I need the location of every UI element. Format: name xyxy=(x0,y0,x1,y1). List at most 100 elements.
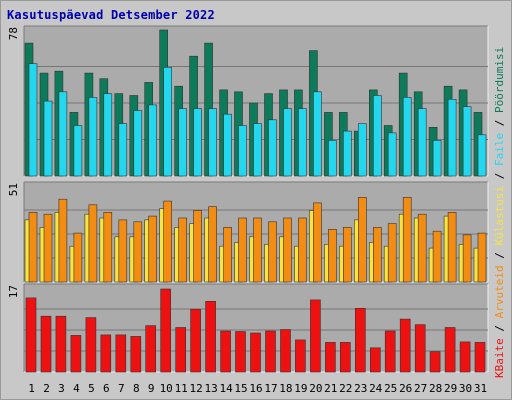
x-tick-label: 19 xyxy=(294,382,307,395)
bar-bottom-s0-day7 xyxy=(115,334,127,373)
bar-top-s1-day4 xyxy=(73,125,83,177)
bar-top-s1-day8 xyxy=(133,110,143,177)
x-tick-label: 12 xyxy=(189,382,202,395)
bar-top-s1-day14 xyxy=(223,113,232,177)
bar-bottom-s0-day31 xyxy=(474,342,486,373)
bar-bottom-s0-day16 xyxy=(250,332,261,373)
panel-middle: 51 xyxy=(7,181,489,283)
x-tick-label: 6 xyxy=(103,382,110,395)
bar-bottom-s0-day19 xyxy=(295,339,306,373)
bar-top-s1-day5 xyxy=(88,97,98,177)
bar-top-s1-day28 xyxy=(432,140,442,177)
bar-top-s1-day17 xyxy=(268,119,277,177)
bar-middle-s1-day1 xyxy=(28,212,38,283)
bar-top-s1-day31 xyxy=(477,134,487,177)
legend-entry: Faile xyxy=(493,133,506,166)
bar-bottom-s0-day2 xyxy=(40,315,52,373)
x-tick-label: 21 xyxy=(324,382,337,395)
bar-top-s1-day20 xyxy=(313,91,322,177)
bar-middle-s1-day27 xyxy=(417,213,427,283)
bar-bottom-s0-day26 xyxy=(399,318,411,373)
legend-separator: / xyxy=(493,318,506,338)
x-tick-label: 16 xyxy=(249,382,262,395)
bar-bottom-s0-day22 xyxy=(339,342,351,373)
x-tick-label: 7 xyxy=(118,382,125,395)
x-axis-labels: 1 2 3 4 5 6 7 8 9 10 11 12 13 14 15 16 17 18 19 20 21 22 23 24 2… xyxy=(28,382,487,395)
x-tick-label: 2 xyxy=(43,382,50,395)
x-tick-label: 18 xyxy=(279,382,292,395)
bar-top-s1-day12 xyxy=(193,108,202,177)
bar-top-s1-day24 xyxy=(372,95,382,177)
y-max-label: 78 xyxy=(7,27,20,40)
y-max-label: 17 xyxy=(7,285,20,298)
bar-bottom-s0-day20 xyxy=(310,299,321,373)
bar-middle-s1-day5 xyxy=(88,204,98,283)
bar-middle-s1-day16 xyxy=(253,217,262,283)
bar-top-s1-day16 xyxy=(253,123,262,177)
x-tick-label: 27 xyxy=(414,382,427,395)
bar-top-s1-day29 xyxy=(447,99,457,177)
bar-middle-s1-day3 xyxy=(58,198,68,283)
bar-bottom-s0-day9 xyxy=(145,325,156,373)
bar-bottom-s0-day3 xyxy=(55,315,67,373)
bar-middle-s1-day13 xyxy=(208,206,217,283)
bar-top-s1-day26 xyxy=(402,97,412,177)
panel-bottom: 17 xyxy=(7,283,489,373)
bar-top-s1-day7 xyxy=(118,123,128,177)
bar-bottom-s0-day15 xyxy=(235,331,246,373)
bar-top-s1-day18 xyxy=(283,108,292,177)
x-tick-label: 13 xyxy=(204,382,217,395)
bar-middle-s1-day28 xyxy=(432,230,442,283)
x-tick-label: 23 xyxy=(354,382,367,395)
x-tick-label: 31 xyxy=(474,382,487,395)
bar-middle-s1-day22 xyxy=(342,227,352,283)
bar-bottom-s0-day11 xyxy=(175,327,186,373)
x-tick-label: 20 xyxy=(309,382,322,395)
bar-middle-s1-day6 xyxy=(103,212,113,283)
legend-separator: / xyxy=(493,113,506,133)
bar-bottom-s0-day17 xyxy=(265,330,276,373)
legend-entry: Külastusi xyxy=(493,186,506,246)
legend-entry: Pöördumisi xyxy=(493,47,506,113)
bar-top-s1-day25 xyxy=(387,132,397,177)
bar-middle-s1-day24 xyxy=(372,227,382,283)
bar-middle-s1-day10 xyxy=(163,200,172,283)
bar-top-s1-day21 xyxy=(328,140,337,177)
x-tick-label: 28 xyxy=(429,382,442,395)
bar-top-s1-day11 xyxy=(178,108,187,177)
bar-top-s1-day19 xyxy=(298,108,307,177)
x-tick-label: 1 xyxy=(28,382,35,395)
x-tick-label: 4 xyxy=(73,382,80,395)
x-tick-label: 29 xyxy=(444,382,457,395)
x-tick-label: 11 xyxy=(175,382,188,395)
bar-middle-s1-day2 xyxy=(43,213,53,283)
bar-bottom-s0-day25 xyxy=(384,330,396,373)
x-tick-label: 10 xyxy=(160,382,173,395)
x-tick-label: 8 xyxy=(133,382,140,395)
bar-bottom-s0-day4 xyxy=(70,335,82,373)
bar-middle-s1-day31 xyxy=(477,232,487,283)
bar-middle-s1-day19 xyxy=(298,217,307,283)
x-tick-label: 5 xyxy=(88,382,95,395)
legend-group: KBaite / Arvuteid / Külastusi / Faile / … xyxy=(493,47,506,378)
bar-top-s1-day15 xyxy=(238,125,247,177)
y-max-label: 51 xyxy=(7,183,20,196)
bar-middle-s1-day7 xyxy=(118,219,128,283)
bar-middle-s1-day14 xyxy=(223,227,232,283)
bar-middle-s1-day29 xyxy=(447,212,457,283)
x-tick-label: 3 xyxy=(58,382,65,395)
bar-bottom-s0-day27 xyxy=(414,324,426,373)
bar-top-s1-day6 xyxy=(103,93,113,177)
x-tick-label: 26 xyxy=(399,382,412,395)
bar-middle-s1-day11 xyxy=(178,217,187,283)
bar-top-s1-day10 xyxy=(163,67,172,177)
bar-bottom-s0-day29 xyxy=(444,327,456,373)
bar-top-s1-day23 xyxy=(357,123,367,177)
panel-top: 78 xyxy=(7,25,489,177)
x-tick-label: 22 xyxy=(339,382,352,395)
bar-middle-s1-day8 xyxy=(133,221,143,283)
bar-bottom-s0-day28 xyxy=(429,351,441,373)
bar-middle-s1-day18 xyxy=(283,217,292,283)
bar-top-s1-day1 xyxy=(28,63,38,177)
